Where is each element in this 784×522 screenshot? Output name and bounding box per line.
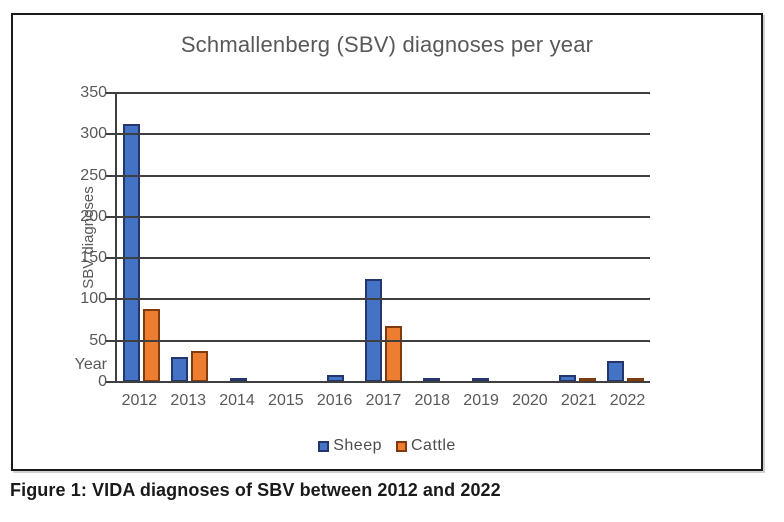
bar-group-2021 [553, 93, 601, 382]
x-axis-tick-labels: 2012 2013 2014 2015 2016 2017 2018 2019 2020 2021… [115, 392, 652, 410]
y-tick-label: 150 [80, 249, 107, 267]
bar-group-2015 [262, 93, 310, 382]
y-tick-label: 100 [80, 290, 107, 308]
legend-swatch-icon [395, 440, 407, 452]
y-tick-mark [106, 133, 115, 136]
x-tick-label: 2018 [414, 392, 451, 409]
bar-group-2019 [456, 93, 504, 382]
gridline [115, 257, 650, 260]
gridline [115, 174, 650, 177]
bar-group-2022 [602, 93, 650, 382]
plot-area [106, 92, 650, 383]
y-tick-mark [106, 215, 115, 218]
gridline [115, 133, 650, 136]
bar-group-2013 [165, 93, 213, 382]
legend-label: Cattle [410, 437, 456, 454]
bar-groups [117, 93, 650, 382]
bar-sheep-2022 [607, 361, 625, 382]
legend-label: Sheep [333, 437, 382, 454]
x-tick-label: 2014 [219, 392, 255, 409]
y-tick-mark [106, 174, 115, 177]
y-tick-mark [106, 339, 115, 342]
x-axis-title: Year [74, 356, 107, 373]
x-tick-label: 2017 [365, 392, 402, 409]
x-tick-label: 2019 [463, 392, 499, 409]
y-axis-tick-labels: 0 50 100 150 200 250 300 350 Year [49, 84, 107, 390]
y-tick-label: 0 [98, 373, 107, 390]
bar-sheep-2017 [364, 279, 382, 382]
bar-cattle-2012 [142, 309, 160, 382]
x-tick-label: 2021 [560, 392, 597, 409]
gridline [115, 381, 650, 383]
gridline [115, 339, 650, 342]
y-tick-mark [106, 257, 115, 260]
chart-legend: Sheep Cattle [13, 437, 761, 455]
x-tick-label: 2015 [268, 392, 304, 409]
bar-group-2016 [311, 93, 359, 382]
chart-figure-box: Schmallenberg (SBV) diagnoses per year S… [11, 13, 763, 471]
y-tick-label: 200 [80, 207, 107, 225]
x-tick-label: 2016 [316, 392, 353, 409]
legend-item-cattle: Cattle [395, 437, 456, 455]
bar-group-2020 [505, 93, 553, 382]
bar-sheep-2012 [122, 124, 140, 382]
y-tick-mark [106, 381, 115, 383]
gridline [115, 92, 650, 94]
x-tick-label: 2013 [170, 392, 207, 409]
bar-group-2014 [214, 93, 262, 382]
x-tick-label: 2012 [121, 392, 158, 409]
x-tick-label: 2020 [512, 392, 548, 409]
bar-group-2017 [359, 93, 407, 382]
y-tick-label: 300 [80, 125, 107, 143]
chart-title: Schmallenberg (SBV) diagnoses per year [180, 32, 594, 57]
y-tick-mark [106, 92, 115, 94]
y-tick-label: 350 [80, 84, 107, 101]
legend-swatch-icon [318, 440, 330, 452]
x-tick-label: 2022 [609, 392, 646, 409]
bar-group-2012 [117, 93, 165, 382]
legend-item-sheep: Sheep [318, 437, 382, 455]
bar-sheep-2013 [171, 357, 189, 382]
gridline [115, 298, 650, 301]
y-tick-label: 250 [80, 166, 107, 184]
y-tick-label: 50 [89, 331, 107, 349]
y-tick-mark [106, 298, 115, 301]
gridline [115, 215, 650, 218]
figure-caption: Figure 1: VIDA diagnoses of SBV between … [10, 480, 501, 500]
bar-group-2018 [408, 93, 456, 382]
y-axis-line [115, 93, 117, 382]
bar-cattle-2013 [191, 351, 209, 382]
bar-cattle-2017 [384, 326, 402, 382]
